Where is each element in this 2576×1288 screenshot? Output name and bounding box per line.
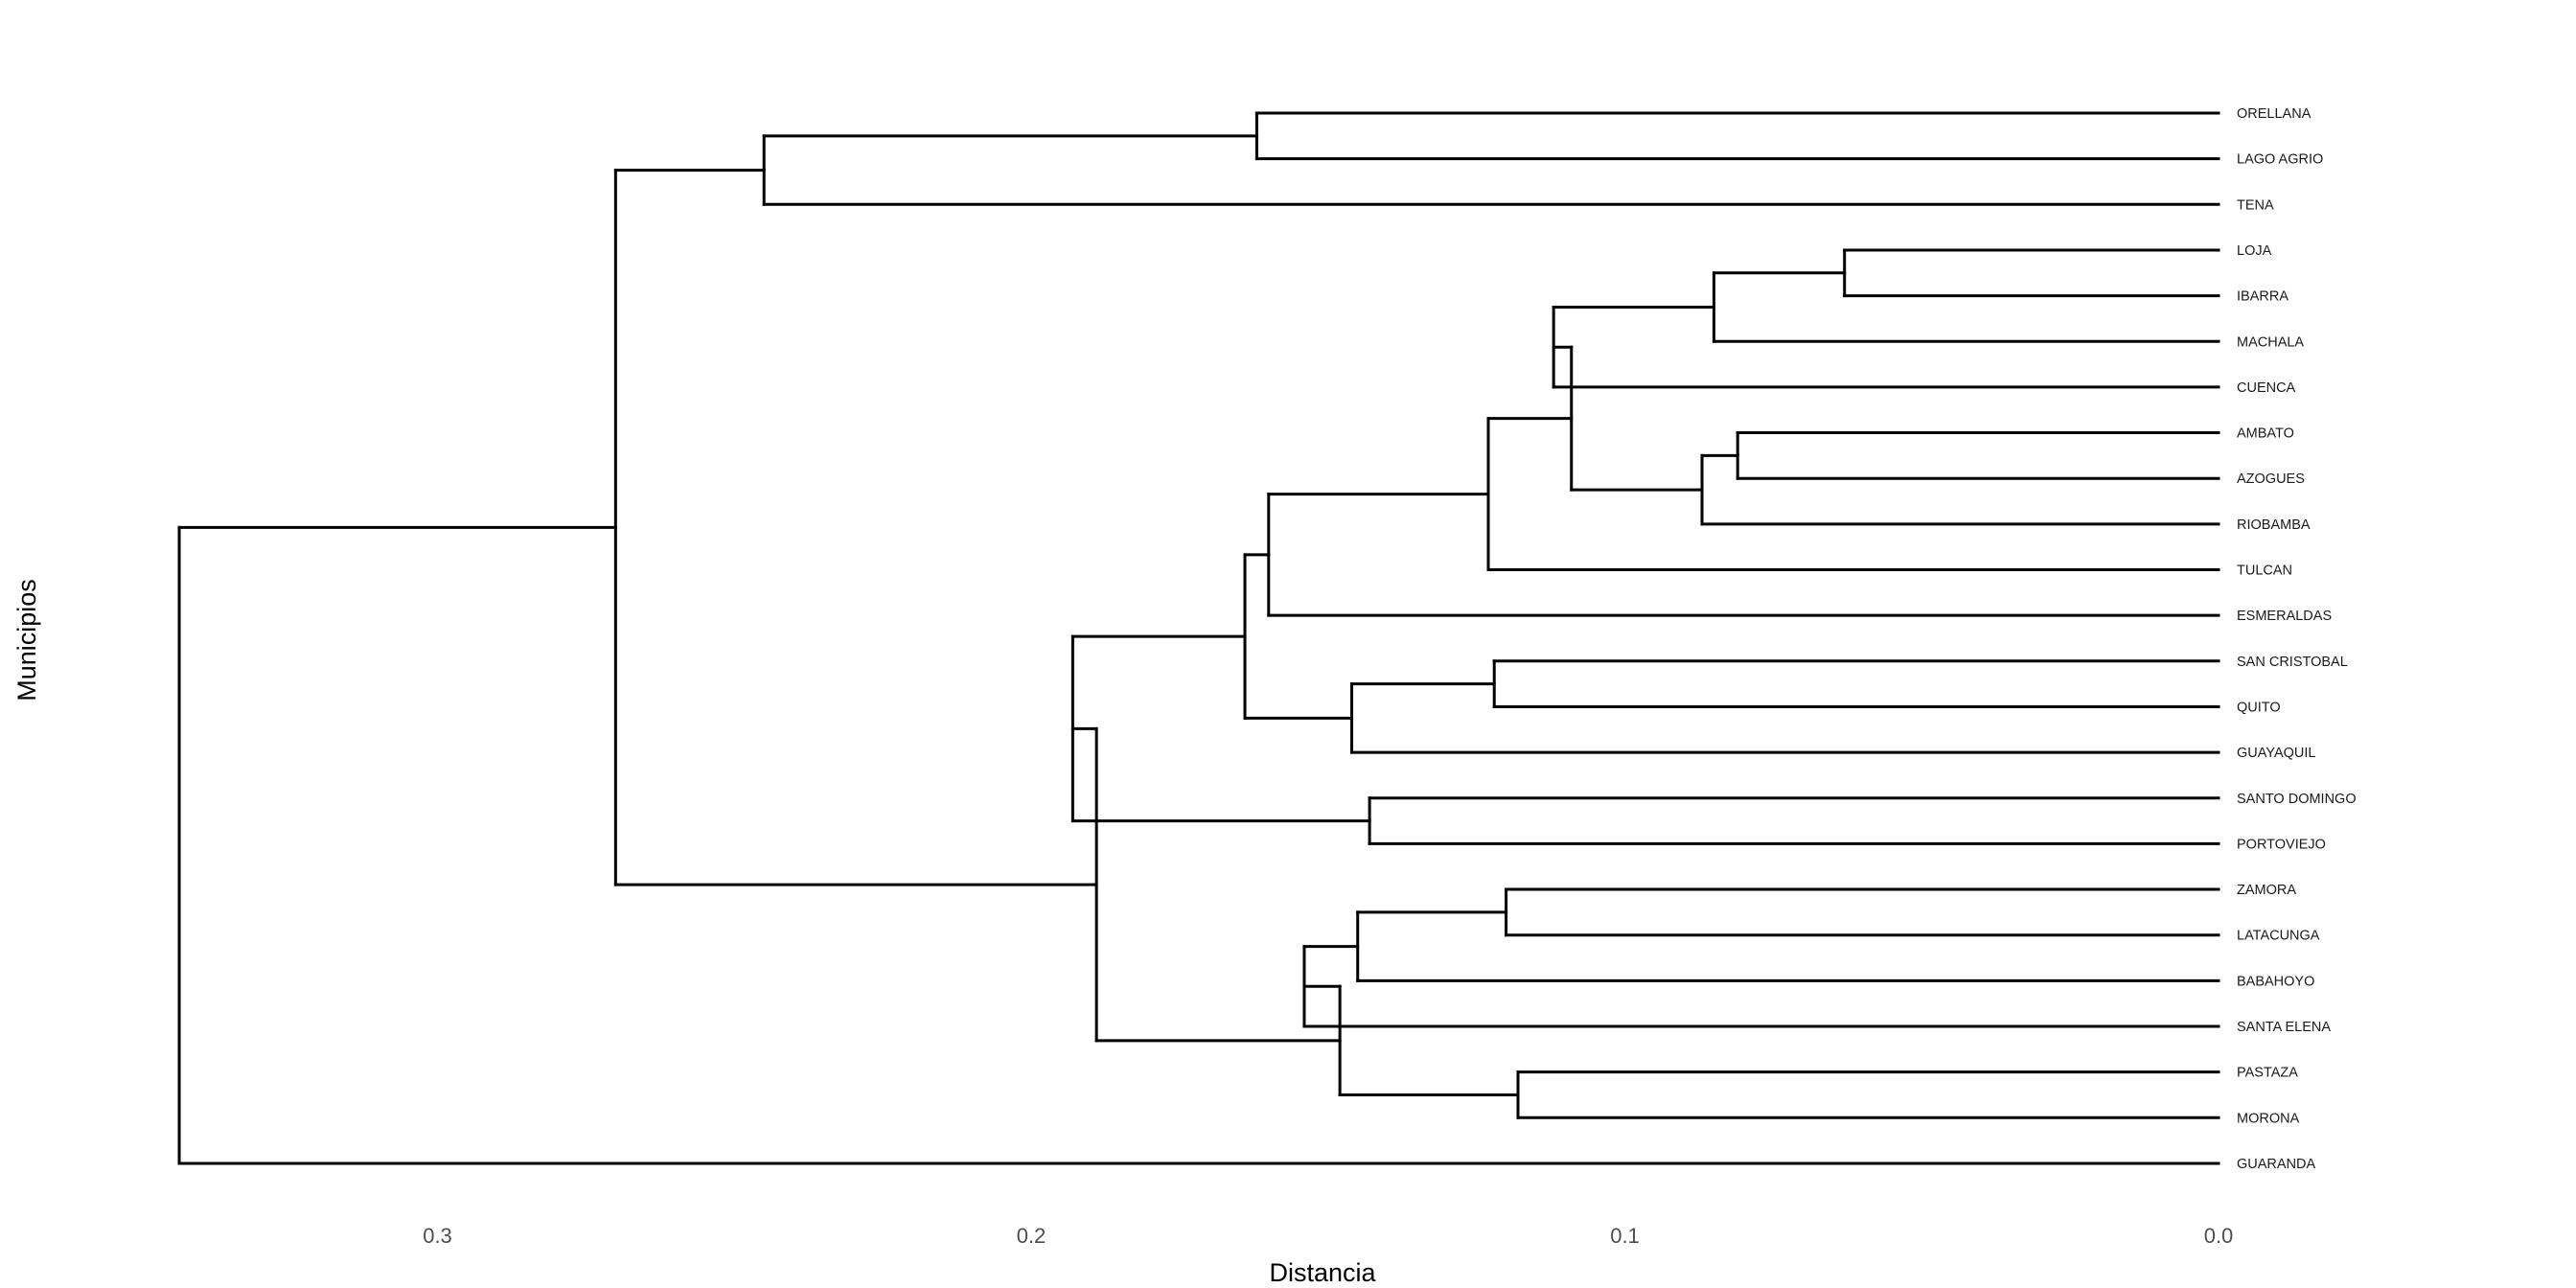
leaf-labels: ORELLANA LAGO AGRIO TENA LOJA IBARRA MACHALA C…: [2237, 106, 2357, 1172]
leaf-label: ESMERALDAS: [2237, 609, 2332, 624]
leaf-label: PASTAZA: [2237, 1066, 2298, 1081]
leaf-label: RIOBAMBA: [2237, 518, 2311, 533]
leaf-label: MACHALA: [2237, 334, 2304, 350]
leaf-label: PORTOVIEJO: [2237, 837, 2326, 852]
x-tick-label: 0.3: [423, 1224, 452, 1248]
leaf-label: LAGO AGRIO: [2237, 152, 2323, 168]
leaf-label: MORONA: [2237, 1111, 2300, 1126]
leaf-label: SANTA ELENA: [2237, 1020, 2331, 1035]
x-tick-label: 0.2: [1017, 1224, 1046, 1248]
leaf-label: GUARANDA: [2237, 1157, 2316, 1172]
leaf-label: LATACUNGA: [2237, 929, 2320, 944]
leaf-label: QUITO: [2237, 700, 2281, 715]
leaf-label: GUAYAQUIL: [2237, 746, 2315, 761]
x-axis-title: Distancia: [1269, 1258, 1376, 1287]
leaf-label: SANTO DOMINGO: [2237, 792, 2357, 807]
x-tick-label: 0.0: [2204, 1224, 2234, 1248]
leaf-label: TENA: [2237, 197, 2274, 213]
x-axis-ticks: 0.3 0.2 0.1 0.0: [423, 1224, 2233, 1248]
leaf-label: IBARRA: [2237, 289, 2288, 305]
leaf-label: SAN CRISTOBAL: [2237, 655, 2348, 670]
leaf-label: ORELLANA: [2237, 106, 2312, 122]
leaf-label: AMBATO: [2237, 426, 2294, 442]
leaf-label: BABAHOYO: [2237, 974, 2314, 989]
dendrogram-links: [177, 111, 2220, 1165]
leaf-label: AZOGUES: [2237, 472, 2305, 487]
x-tick-label: 0.1: [1610, 1224, 1640, 1248]
leaf-label: TULCAN: [2237, 564, 2292, 579]
leaf-label: ZAMORA: [2237, 883, 2296, 898]
y-axis-title: Municipios: [12, 579, 41, 702]
leaf-label: LOJA: [2237, 243, 2272, 259]
leaf-label: CUENCA: [2237, 380, 2296, 396]
